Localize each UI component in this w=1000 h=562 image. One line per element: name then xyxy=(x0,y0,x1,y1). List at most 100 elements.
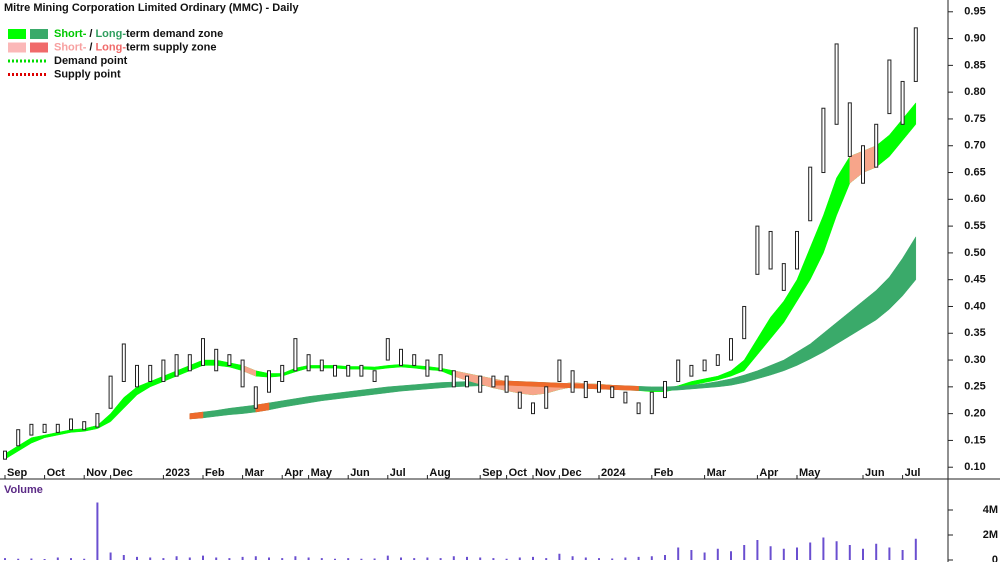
y-tick-label: 0.50 xyxy=(964,247,985,259)
zone-band xyxy=(493,380,639,391)
price-bar xyxy=(385,338,390,361)
x-tick-label: Sep xyxy=(482,467,502,479)
price-bar xyxy=(649,391,654,415)
price-bar xyxy=(267,370,271,393)
volume-bar xyxy=(532,556,534,560)
volume-bar xyxy=(835,541,838,560)
legend-swatch xyxy=(8,42,26,53)
legend-part: Supply point xyxy=(54,68,121,80)
x-tick-label: Feb xyxy=(654,467,674,479)
volume-bar xyxy=(175,556,178,560)
price-bar xyxy=(293,338,298,372)
volume-bar xyxy=(611,558,614,560)
x-tick-label: Nov xyxy=(86,467,108,479)
price-bar xyxy=(623,391,628,404)
price-bar xyxy=(531,402,535,415)
legend-part: Long- xyxy=(95,28,126,40)
y-tick-label: 0.45 xyxy=(964,274,985,286)
y-tick-label: 0.95 xyxy=(964,6,985,18)
price-bar xyxy=(306,354,311,372)
price-bar xyxy=(174,354,179,377)
volume-bar xyxy=(281,558,284,560)
volume-bar xyxy=(492,558,495,560)
price-bar xyxy=(847,102,852,157)
price-bar xyxy=(861,145,865,184)
x-tick-label: Mar xyxy=(707,467,727,479)
legend-text: Supply point xyxy=(54,68,121,80)
y-tick-label: 0.35 xyxy=(964,327,985,339)
price-bar xyxy=(69,418,73,431)
volume-bar xyxy=(901,550,904,560)
price-bar xyxy=(412,354,417,366)
price-bar xyxy=(399,348,403,366)
y-tick-label: 0.75 xyxy=(964,113,985,125)
volume-bar xyxy=(677,547,680,560)
price-bar xyxy=(900,80,905,125)
volume-bar xyxy=(743,545,746,560)
legend-text: Short- / Long-term supply zone xyxy=(54,41,216,53)
price-bar xyxy=(729,338,733,361)
price-bar xyxy=(795,230,799,270)
price-bar xyxy=(148,364,153,382)
volume-tick-label: 0 xyxy=(992,554,998,562)
price-bar xyxy=(821,107,826,174)
x-tick-label: Sep xyxy=(7,467,27,479)
legend-part: term supply zone xyxy=(126,41,216,53)
volume-bar xyxy=(188,557,191,560)
volume-bar xyxy=(888,547,891,560)
legend-part: / xyxy=(89,28,92,40)
price-bar xyxy=(161,359,166,382)
x-tick-label: Jun xyxy=(350,467,370,479)
volume-bar xyxy=(228,558,231,560)
volume-bar xyxy=(769,546,772,560)
price-bar xyxy=(253,386,258,409)
price-bar xyxy=(333,364,337,377)
price-bar xyxy=(768,230,773,270)
volume-bar xyxy=(637,556,640,560)
legend-part: Short- xyxy=(54,28,87,40)
price-bar xyxy=(425,359,430,377)
volume-bar xyxy=(505,558,508,560)
y-tick-label: 0.30 xyxy=(964,354,985,366)
volume-bar xyxy=(822,537,825,560)
x-tick-label: Oct xyxy=(509,467,528,479)
price-bar xyxy=(187,354,192,372)
volume-bar xyxy=(796,547,798,560)
volume-bar xyxy=(598,558,600,560)
price-bar xyxy=(121,343,126,382)
x-tick-label: Apr xyxy=(759,467,779,479)
volume-bar xyxy=(149,557,152,560)
volume-bar xyxy=(162,558,165,560)
price-bar xyxy=(504,375,509,393)
price-bar xyxy=(201,338,205,366)
price-bar xyxy=(597,380,601,393)
y-tick-label: 0.55 xyxy=(964,220,985,232)
x-tick-label: Jul xyxy=(905,467,921,479)
x-tick-label: May xyxy=(799,467,821,479)
price-bar xyxy=(55,423,60,433)
x-tick-label: Mar xyxy=(245,467,265,479)
price-bar xyxy=(808,166,813,222)
volume-bar xyxy=(43,559,46,560)
price-bar xyxy=(887,59,892,115)
legend-swatch xyxy=(8,29,26,39)
volume-bar xyxy=(756,540,759,560)
zone-band xyxy=(255,402,270,413)
price-bar xyxy=(570,370,575,393)
volume-bar xyxy=(400,557,402,560)
legend-swatch xyxy=(30,29,48,39)
price-bar xyxy=(781,263,786,291)
price-bar xyxy=(3,450,7,460)
price-bar xyxy=(372,370,377,382)
price-bar xyxy=(135,364,139,388)
volume-bar xyxy=(254,556,257,560)
volume-bar xyxy=(56,557,59,560)
price-bar xyxy=(636,402,641,415)
volume-tick-label: 2M xyxy=(983,529,998,541)
price-bar xyxy=(702,359,707,372)
volume-bar xyxy=(848,545,851,560)
price-bar xyxy=(29,423,34,436)
y-tick-label: 0.25 xyxy=(964,381,985,393)
price-bar xyxy=(227,354,232,366)
volume-bar xyxy=(518,557,521,560)
